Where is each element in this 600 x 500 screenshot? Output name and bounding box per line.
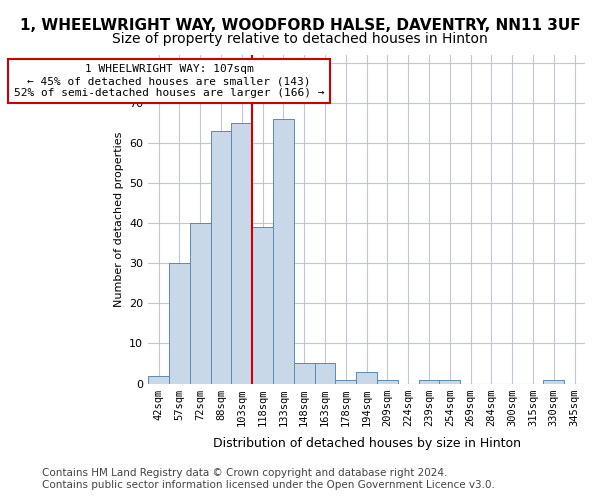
Bar [335,380,356,384]
Bar [544,380,564,384]
Bar [377,380,398,384]
Text: Size of property relative to detached houses in Hinton: Size of property relative to detached ho… [112,32,488,46]
Bar [252,228,273,384]
Bar [169,264,190,384]
Bar [273,119,294,384]
Bar [419,380,439,384]
Y-axis label: Number of detached properties: Number of detached properties [113,132,124,307]
Bar [314,364,335,384]
Text: Contains HM Land Registry data © Crown copyright and database right 2024.
Contai: Contains HM Land Registry data © Crown c… [42,468,495,490]
Bar [211,131,232,384]
Text: 1 WHEELWRIGHT WAY: 107sqm
← 45% of detached houses are smaller (143)
52% of semi: 1 WHEELWRIGHT WAY: 107sqm ← 45% of detac… [14,64,324,98]
Bar [439,380,460,384]
Bar [294,364,314,384]
Text: 1, WHEELWRIGHT WAY, WOODFORD HALSE, DAVENTRY, NN11 3UF: 1, WHEELWRIGHT WAY, WOODFORD HALSE, DAVE… [20,18,580,32]
X-axis label: Distribution of detached houses by size in Hinton: Distribution of detached houses by size … [212,437,521,450]
Bar [232,123,252,384]
Bar [148,376,169,384]
Bar [190,224,211,384]
Bar [356,372,377,384]
